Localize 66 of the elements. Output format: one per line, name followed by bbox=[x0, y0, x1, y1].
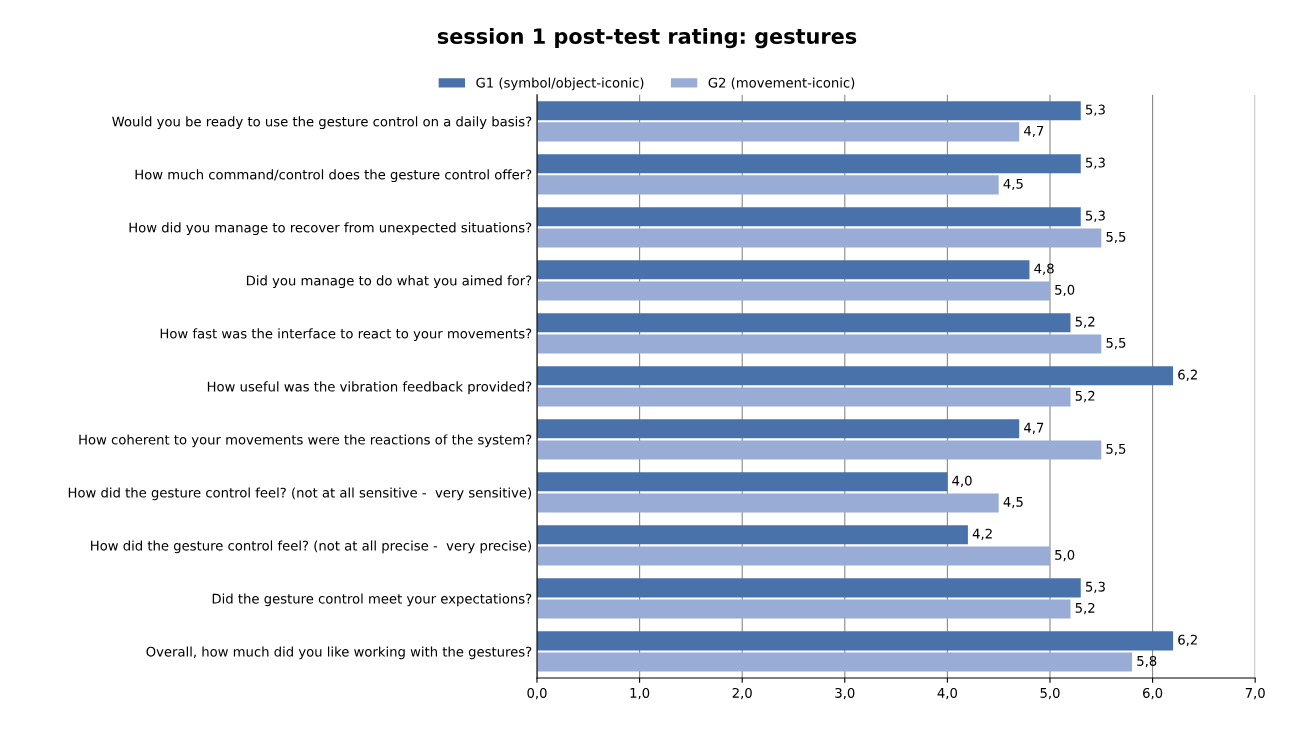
legend-label: G1 (symbol/object-iconic) bbox=[476, 77, 644, 91]
bar bbox=[537, 493, 999, 513]
y-tick-label: How did you manage to recover from unexpected situations? bbox=[129, 222, 532, 236]
bar bbox=[537, 546, 1050, 566]
y-tick-label: How coherent to your movements were the reactions of the system? bbox=[79, 434, 532, 448]
data-label: 5,0 bbox=[1055, 284, 1075, 297]
chart-title: session 1 post-test rating: gestures bbox=[437, 27, 857, 49]
bar bbox=[537, 228, 1102, 248]
x-tick-label: 2,0 bbox=[732, 687, 752, 700]
bar bbox=[537, 154, 1081, 174]
data-label: 5,0 bbox=[1055, 549, 1075, 562]
data-label: 5,2 bbox=[1075, 602, 1095, 615]
bar bbox=[537, 101, 1081, 121]
bar bbox=[537, 281, 1050, 301]
data-label: 4,5 bbox=[1003, 178, 1023, 191]
data-label: 6,2 bbox=[1178, 634, 1197, 647]
bar bbox=[537, 122, 1020, 142]
x-tick-label: 6,0 bbox=[1143, 687, 1163, 700]
y-tick-label: Overall, how much did you like working with the gestures? bbox=[146, 646, 532, 660]
x-tick-label: 5,0 bbox=[1040, 687, 1060, 700]
data-label: 4,0 bbox=[952, 475, 972, 487]
x-tick-label: 1,0 bbox=[630, 687, 650, 700]
y-tick-label: Did you manage to do what you aimed for? bbox=[246, 275, 532, 289]
bar bbox=[537, 313, 1071, 333]
data-label: 4,8 bbox=[1034, 263, 1054, 275]
data-label: 5,5 bbox=[1106, 337, 1126, 350]
y-tick-label: Did the gesture control meet your expectations? bbox=[212, 593, 532, 607]
bar bbox=[537, 525, 968, 545]
data-label: 6,2 bbox=[1178, 369, 1197, 381]
bar bbox=[537, 175, 999, 195]
y-tick-label: How did the gesture control feel? (not at all precise - very precise) bbox=[91, 540, 532, 554]
data-label: 4,5 bbox=[1003, 497, 1023, 509]
bar bbox=[537, 578, 1081, 598]
x-tick-label: 3,0 bbox=[835, 687, 855, 700]
bar bbox=[537, 652, 1133, 672]
y-tick-label: How much command/control does the gesture control offer? bbox=[135, 169, 532, 183]
bar bbox=[537, 334, 1102, 354]
data-label: 4,7 bbox=[1024, 422, 1044, 434]
y-tick-label: How did the gesture control feel? (not at all sensitive - very sensitive) bbox=[68, 487, 532, 501]
x-tick-label: 7,0 bbox=[1245, 687, 1265, 700]
bar bbox=[537, 260, 1030, 280]
x-tick-label: 4,0 bbox=[937, 687, 958, 700]
y-tick-label: Would you be ready to use the gesture control on a daily basis? bbox=[112, 116, 532, 130]
bar bbox=[537, 387, 1071, 407]
legend-label: G2 (movement-iconic) bbox=[708, 77, 855, 90]
data-label: 5,2 bbox=[1075, 390, 1095, 403]
y-tick-label: How useful was the vibration feedback provided? bbox=[207, 381, 532, 395]
y-tick-label: How fast was the interface to react to your movements? bbox=[160, 328, 532, 342]
bar bbox=[537, 366, 1174, 386]
bar bbox=[537, 472, 948, 492]
data-label: 5,8 bbox=[1137, 655, 1157, 668]
x-tick-label: 0,0 bbox=[527, 687, 547, 700]
data-label: 4,7 bbox=[1024, 125, 1044, 138]
bar bbox=[537, 207, 1081, 227]
data-label: 5,5 bbox=[1106, 231, 1126, 244]
data-label: 5,2 bbox=[1075, 316, 1095, 328]
data-label: 4,2 bbox=[972, 528, 992, 540]
bar bbox=[537, 419, 1020, 439]
data-label: 5,3 bbox=[1085, 157, 1105, 169]
data-label: 5,3 bbox=[1085, 104, 1105, 116]
data-label: 5,3 bbox=[1085, 581, 1105, 594]
bar bbox=[537, 599, 1071, 619]
bar bbox=[537, 440, 1102, 460]
data-label: 5,3 bbox=[1085, 210, 1105, 222]
data-label: 5,5 bbox=[1106, 444, 1126, 456]
bar bbox=[537, 631, 1174, 651]
